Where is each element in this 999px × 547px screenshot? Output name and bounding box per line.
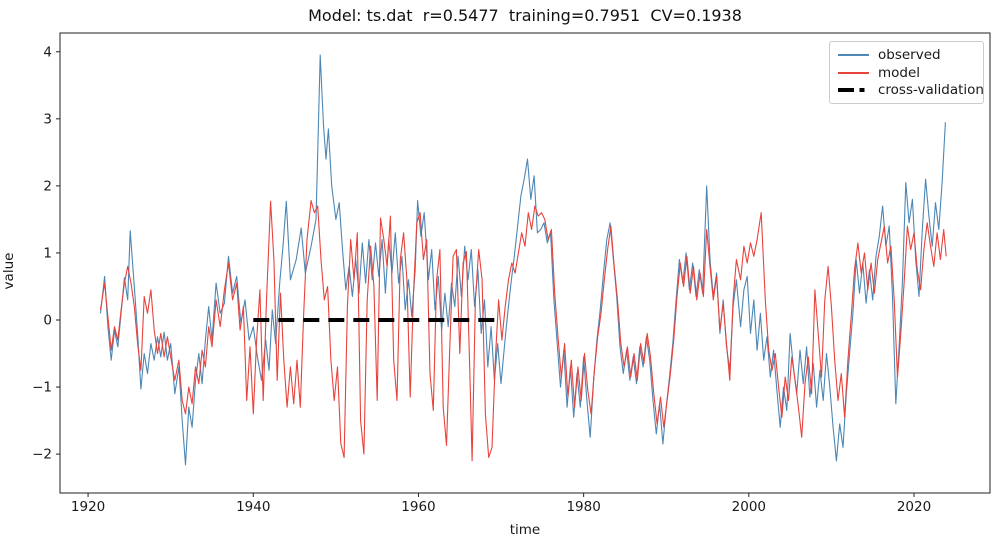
- y-tick-label: −1: [32, 380, 52, 396]
- legend-item-model: model: [838, 64, 975, 82]
- y-tick-label: 1: [43, 245, 52, 261]
- y-tick-label: −2: [32, 447, 52, 463]
- chart-title: Model: ts.dat r=0.5477 training=0.7951 C…: [308, 6, 742, 25]
- model-line: [99, 200, 947, 462]
- observed-line: [99, 54, 946, 466]
- legend-item-cross-validation: cross-validation: [838, 81, 984, 99]
- observed-line-sample-icon: [838, 53, 869, 56]
- y-tick-label: 3: [43, 111, 52, 127]
- legend-label: cross-validation: [878, 82, 984, 99]
- legend-item-observed: observed: [838, 46, 975, 64]
- model-line-sample-icon: [838, 71, 869, 74]
- x-tick-label: 2000: [732, 499, 766, 515]
- x-tick-label: 1940: [236, 499, 270, 515]
- x-axis-label: time: [509, 522, 541, 538]
- x-tick-label: 1980: [566, 499, 600, 515]
- y-tick-label: 2: [43, 178, 52, 194]
- y-tick-label: 0: [43, 312, 52, 328]
- y-axis-label: value: [1, 252, 17, 290]
- y-tick-label: 4: [43, 44, 52, 60]
- x-tick-label: 1920: [71, 499, 105, 515]
- plot-border: [59, 32, 991, 494]
- cross-validation-dash-sample-icon: [838, 88, 869, 93]
- x-tick-label: 1960: [401, 499, 435, 515]
- legend: observed model cross-validation: [829, 41, 984, 104]
- x-tick-label: 2020: [897, 499, 931, 515]
- legend-label: model: [878, 64, 921, 81]
- legend-label: observed: [878, 46, 941, 63]
